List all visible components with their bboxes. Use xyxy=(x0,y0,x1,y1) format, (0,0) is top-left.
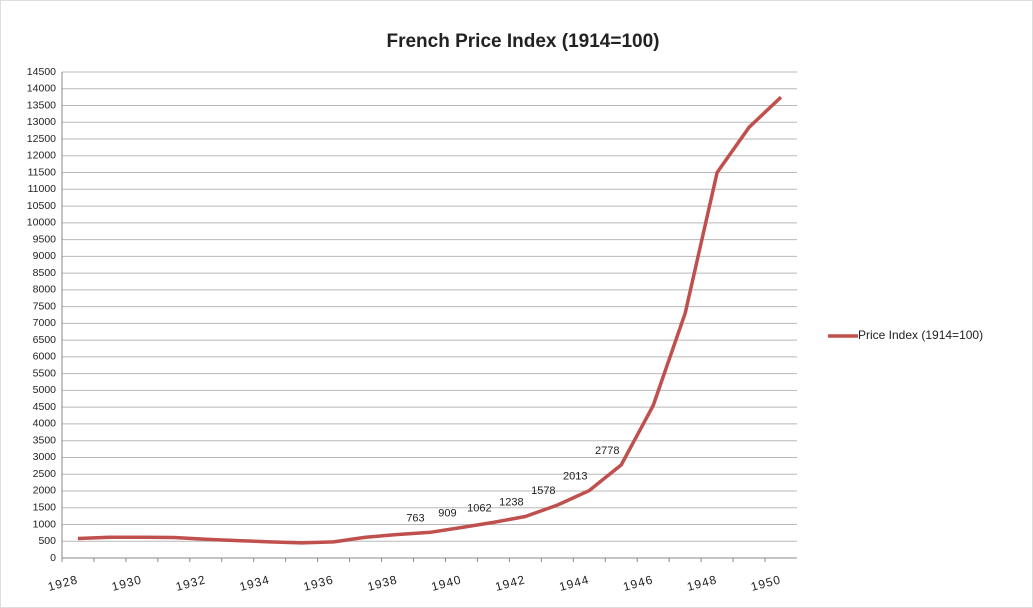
y-tick-label: 6500 xyxy=(33,334,57,346)
y-tick-label: 14000 xyxy=(27,83,56,95)
y-tick-label: 1500 xyxy=(33,502,57,514)
y-tick-label: 3000 xyxy=(33,451,57,463)
y-tick-label: 500 xyxy=(38,535,56,547)
data-label: 2778 xyxy=(595,445,619,457)
y-tick-label: 10000 xyxy=(27,217,56,229)
y-tick-label: 9500 xyxy=(33,233,57,245)
y-tick-label: 4000 xyxy=(33,418,57,430)
y-tick-label: 12500 xyxy=(27,133,56,145)
legend-label: Price Index (1914=100) xyxy=(858,328,983,342)
y-tick-label: 14500 xyxy=(27,66,56,78)
y-tick-label: 11000 xyxy=(28,183,57,195)
y-tick-label: 13500 xyxy=(27,99,56,111)
data-label: 763 xyxy=(406,512,424,524)
y-tick-label: 1000 xyxy=(33,518,57,530)
data-label: 1578 xyxy=(531,485,555,497)
chart-title: French Price Index (1914=100) xyxy=(386,31,659,52)
y-tick-label: 5000 xyxy=(33,384,57,396)
y-tick-label: 8000 xyxy=(33,284,57,296)
y-tick-label: 8500 xyxy=(33,267,57,279)
y-tick-label: 10500 xyxy=(27,200,56,212)
y-tick-label: 11500 xyxy=(28,166,57,178)
series-line xyxy=(77,95,783,545)
data-label: 2013 xyxy=(563,470,587,482)
y-tick-label: 7500 xyxy=(33,300,57,312)
y-tick-label: 4500 xyxy=(33,401,57,413)
y-tick-label: 0 xyxy=(50,552,56,564)
data-label: 909 xyxy=(438,507,456,519)
data-label: 1238 xyxy=(499,496,523,508)
y-tick-label: 7000 xyxy=(33,317,57,329)
y-tick-label: 3500 xyxy=(33,434,57,446)
y-tick-label: 5500 xyxy=(33,367,57,379)
data-label: 1062 xyxy=(467,502,491,514)
y-tick-label: 12000 xyxy=(27,150,56,162)
y-tick-label: 2500 xyxy=(33,468,57,480)
y-tick-label: 13000 xyxy=(27,116,56,128)
y-tick-label: 2000 xyxy=(33,485,57,497)
y-tick-label: 9000 xyxy=(33,250,57,262)
y-tick-label: 6000 xyxy=(33,351,57,363)
